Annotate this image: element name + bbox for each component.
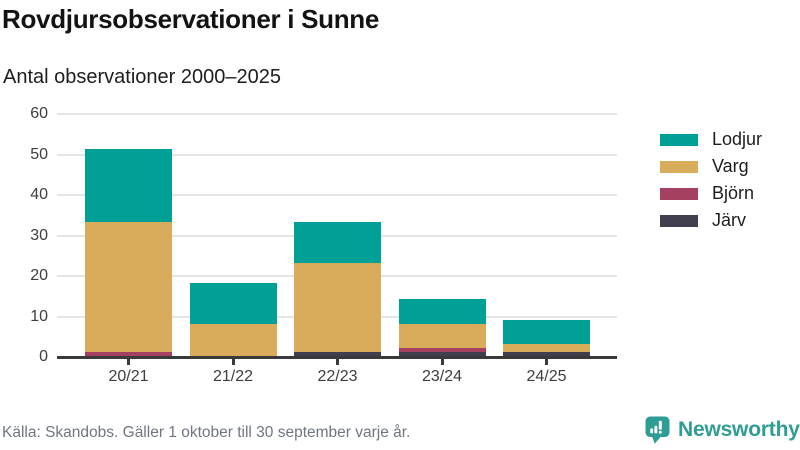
plot-area — [57, 113, 617, 359]
bar-segment-björn-23-24 — [398, 347, 486, 352]
legend-swatch-björn — [660, 187, 698, 200]
bar-segment-lodjur-23-24 — [398, 299, 486, 324]
x-tick-20-21 — [127, 359, 130, 365]
y-tick-label-50: 50 — [30, 145, 48, 163]
y-axis: 0 10 20 30 40 50 60 — [6, 105, 48, 365]
legend-label-lodjur: Lodjur — [712, 129, 763, 149]
bar-segment-järv-23-24 — [398, 351, 486, 356]
legend-swatch-järv — [660, 214, 698, 227]
y-tick-label-20: 20 — [30, 267, 48, 284]
bar-segment-varg-24-25 — [503, 343, 590, 352]
legend-label-björn: Björn — [712, 183, 755, 203]
legend-label-varg: Varg — [712, 156, 749, 176]
bar-segment-järv-22-23 — [294, 351, 381, 356]
x-tick-24-25 — [545, 359, 548, 365]
legend-item-lodjur: Lodjur — [660, 126, 762, 153]
bar-segment-lodjur-20-21 — [85, 149, 172, 223]
bar-segment-varg-21-22 — [189, 323, 277, 356]
legend-swatch-varg — [660, 160, 698, 173]
bar-segment-lodjur-21-22 — [189, 283, 277, 324]
bar-segment-varg-22-23 — [294, 262, 381, 352]
x-tick-label-24-25: 24/25 — [526, 368, 567, 385]
y-tick-label-30: 30 — [30, 226, 48, 244]
bar-segment-järv-24-25 — [503, 351, 590, 356]
y-tick-label-40: 40 — [30, 186, 48, 203]
bar-segment-björn-20-21 — [85, 351, 172, 356]
bar-segment-varg-23-24 — [398, 323, 486, 348]
legend-item-järv: Järv — [660, 207, 762, 234]
y-tick-label-10: 10 — [30, 307, 48, 325]
x-tick-21-22 — [231, 359, 235, 365]
newsworthy-bubble-chart-icon — [645, 416, 670, 444]
chart-title: Rovdjursobservationer i Sunne — [2, 4, 380, 34]
gridline-y-60 — [57, 113, 617, 115]
x-tick-label-21-22: 21/22 — [212, 368, 254, 385]
x-tick-22-23 — [336, 359, 339, 365]
x-axis-baseline — [57, 356, 617, 359]
x-axis: 20/21 21/22 22/23 23/24 24/25 — [57, 357, 617, 397]
legend-swatch-lodjur — [660, 133, 698, 146]
legend: Lodjur Varg Björn Järv — [660, 126, 762, 234]
bar-segment-varg-20-21 — [85, 222, 172, 352]
source-note: Källa: Skandobs. Gäller 1 oktober till 3… — [2, 424, 411, 441]
x-tick-label-20-21: 20/21 — [108, 368, 149, 385]
bar-segment-lodjur-22-23 — [294, 222, 381, 263]
y-tick-label-60: 60 — [30, 105, 48, 122]
gridline-y-40 — [57, 194, 617, 196]
newsworthy-logo[interactable]: Newsworthy — [644, 415, 800, 445]
legend-item-varg: Varg — [660, 153, 762, 180]
x-tick-label-22-23: 22/23 — [317, 368, 358, 385]
bar-segment-lodjur-24-25 — [503, 319, 590, 344]
y-tick-label-0: 0 — [39, 348, 48, 365]
legend-label-järv: Järv — [712, 210, 747, 230]
x-tick-23-24 — [440, 359, 444, 365]
x-tick-label-23-24: 23/24 — [421, 368, 463, 385]
newsworthy-wordmark: Newsworthy — [678, 418, 800, 441]
gridline-y-50 — [57, 153, 617, 156]
chart-subtitle: Antal observationer 2000–2025 — [3, 66, 281, 88]
legend-item-björn: Björn — [660, 180, 762, 207]
